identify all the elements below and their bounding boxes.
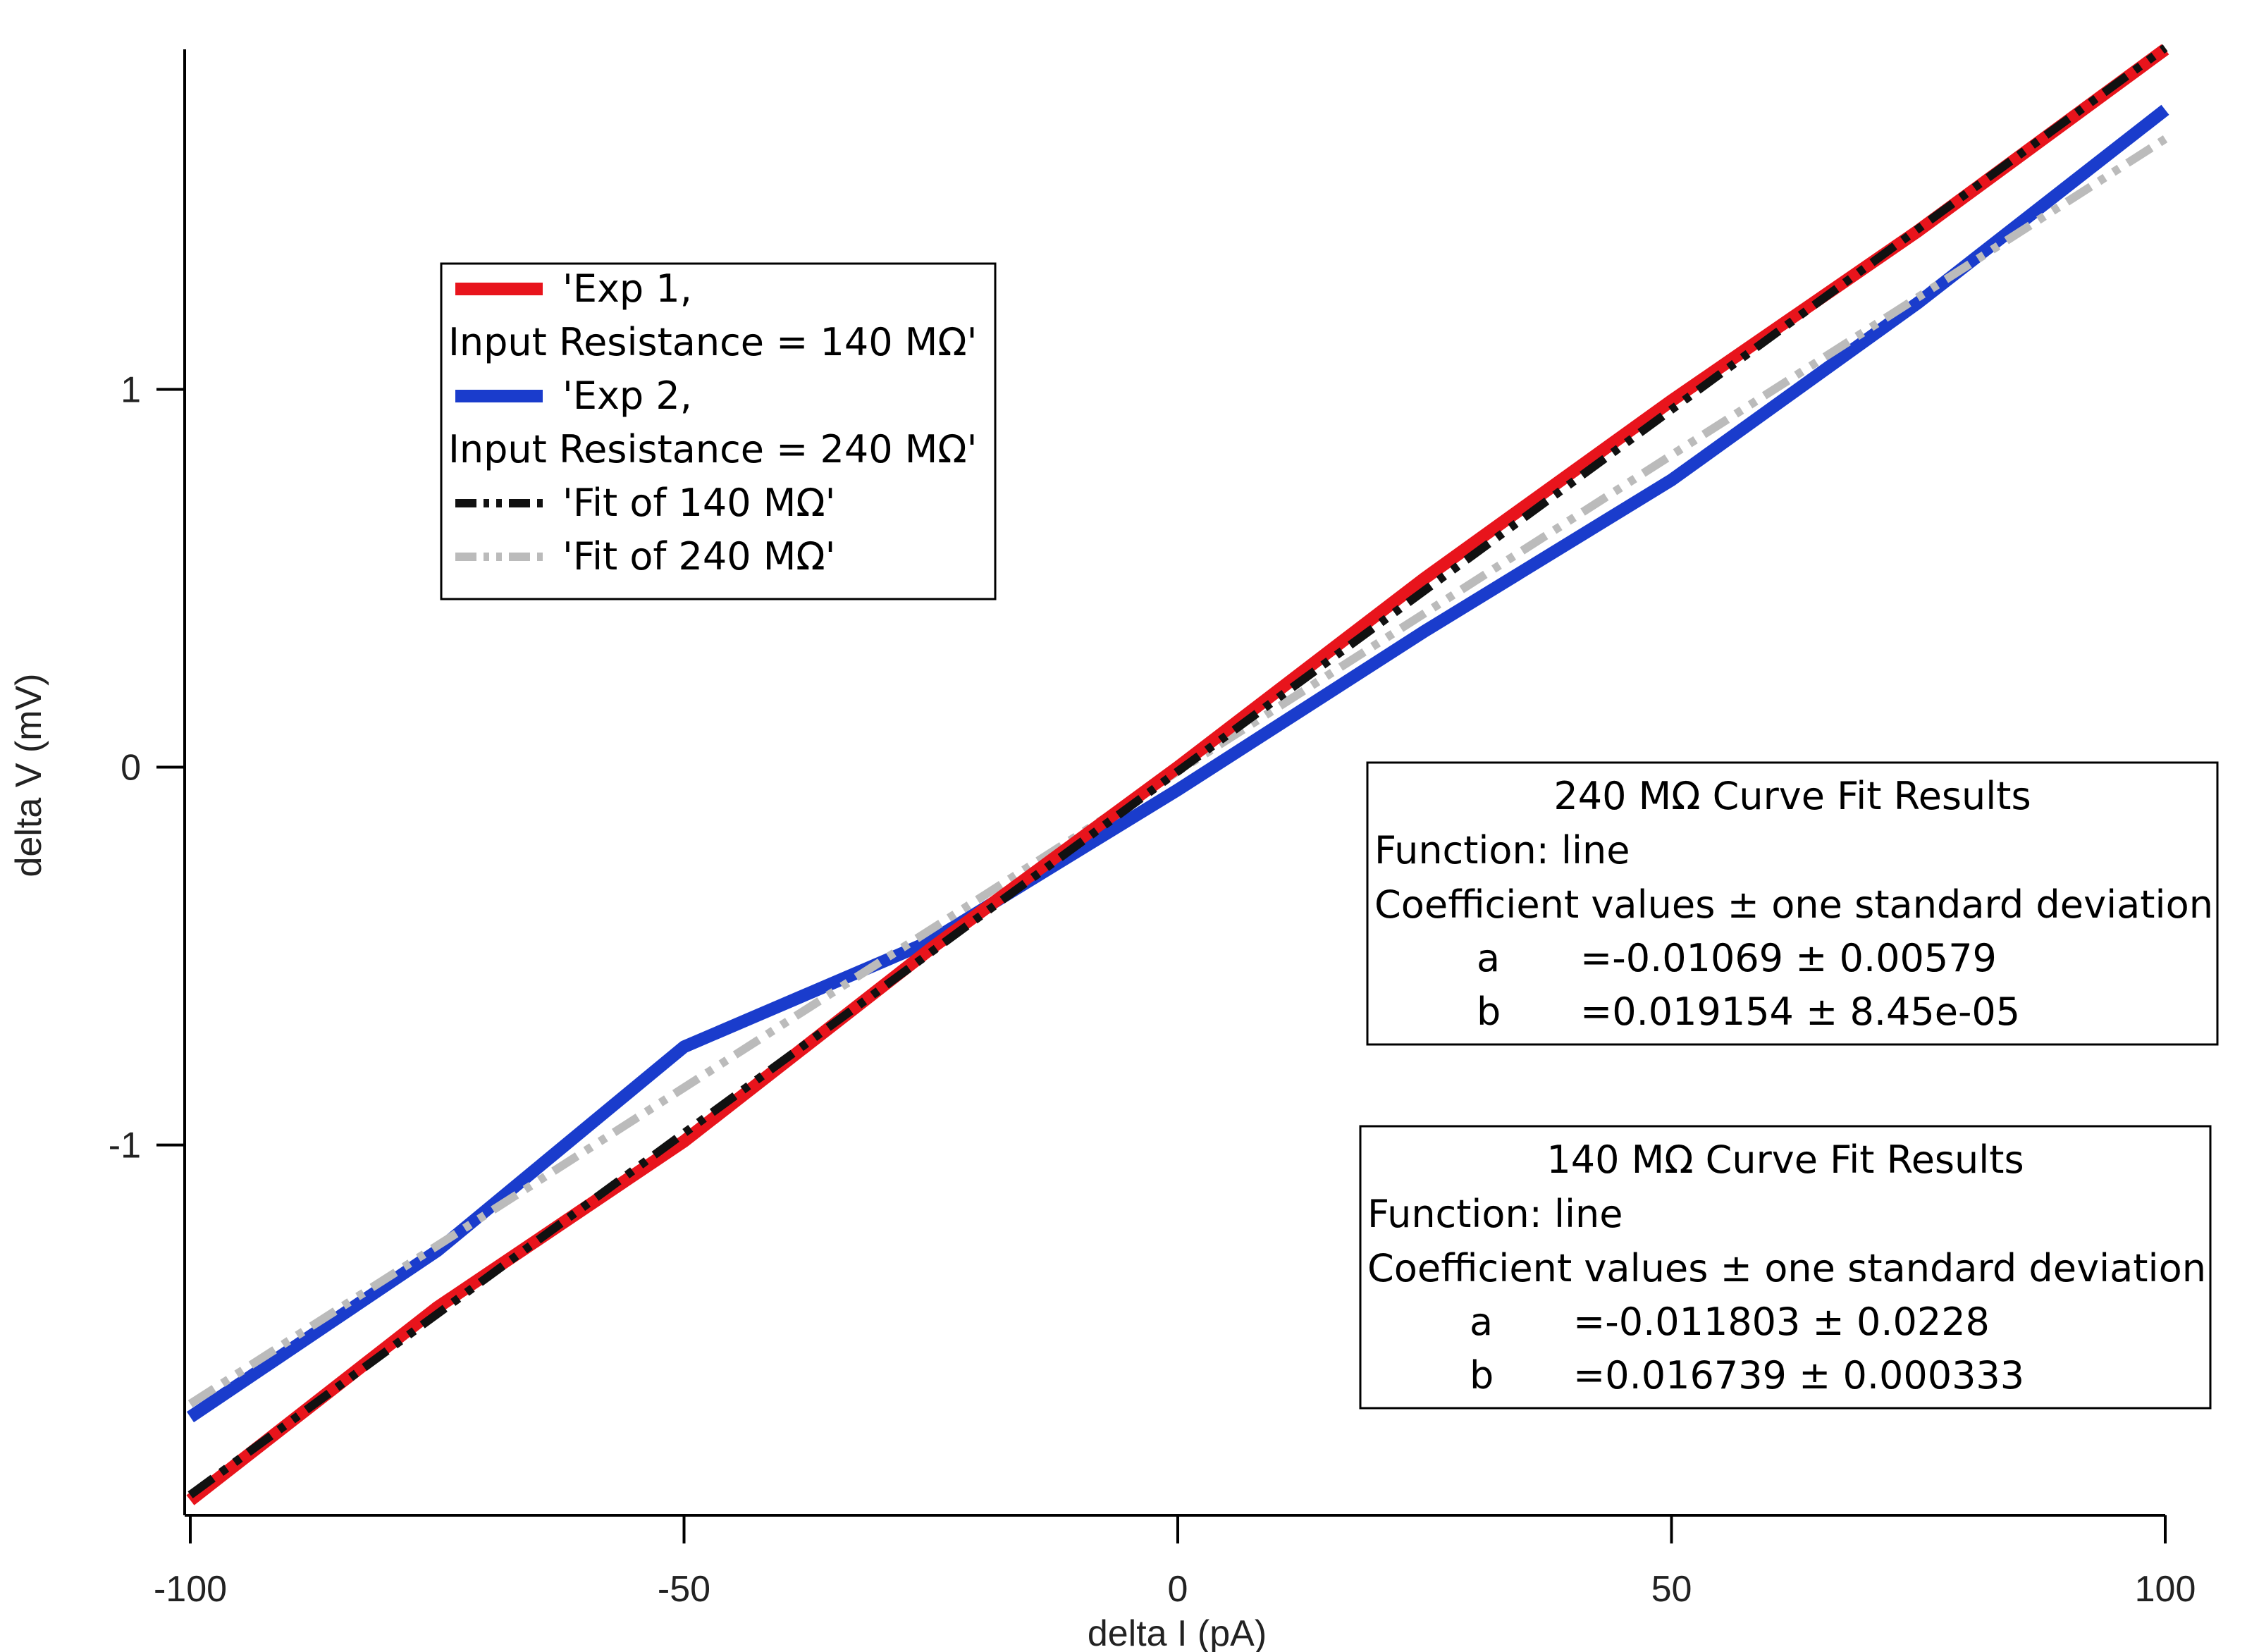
coef-a-name: a (1470, 1300, 1493, 1344)
fit-results-box-240: 240 MΩ Curve Fit Results Function: line … (1366, 761, 2219, 1046)
coef-b-name: b (1477, 990, 1501, 1034)
series-line-1 (186, 104, 2169, 1423)
x-tick-label: 50 (1651, 1569, 1692, 1610)
coef-b-name: b (1470, 1353, 1494, 1398)
fit-box-title: 240 MΩ Curve Fit Results (1553, 774, 2031, 818)
y-tick-label: 1 (121, 369, 141, 410)
fit-box-frame (1366, 761, 2219, 1046)
x-tick-label: 0 (1168, 1569, 1188, 1610)
y-tick-label: -1 (109, 1126, 141, 1166)
legend-label: Input Resistance = 140 MΩ' (448, 320, 978, 364)
coef-b-value: =0.016739 ± 0.000333 (1573, 1353, 2024, 1398)
ticks: -100 -50 0 50 100 -1 0 1 (109, 369, 2196, 1610)
coef-b-value: =0.019154 ± 8.45e-05 (1580, 990, 2020, 1034)
fit-box-title: 140 MΩ Curve Fit Results (1546, 1138, 2024, 1182)
y-axis-title: delta V (mV) (8, 674, 49, 877)
legend-label: 'Fit of 140 MΩ' (562, 481, 835, 525)
fit-box-header: Coefficient values ± one standard deviat… (1367, 1246, 2206, 1290)
y-tick-label: 0 (121, 748, 141, 789)
coef-a-value: =-0.01069 ± 0.00579 (1580, 936, 1997, 980)
x-tick-label: 100 (2135, 1569, 2196, 1610)
coef-a-name: a (1477, 936, 1500, 980)
coef-a-value: =-0.011803 ± 0.0228 (1573, 1300, 1990, 1344)
axes (183, 49, 2165, 1517)
legend-label: Input Resistance = 240 MΩ' (448, 427, 978, 471)
legend-label: 'Exp 2, (562, 374, 692, 418)
fit-box-function: Function: line (1367, 1192, 1623, 1236)
legend-frame (440, 262, 997, 600)
fit-box-header: Coefficient values ± one standard deviat… (1374, 882, 2213, 927)
fit-results-box-140: 140 MΩ Curve Fit Results Function: line … (1359, 1125, 2212, 1410)
series-layer (186, 44, 2169, 1505)
series-line-2 (187, 44, 2168, 1498)
x-tick-label: -100 (154, 1569, 227, 1610)
fit-box-function: Function: line (1374, 828, 1630, 873)
x-axis-title: delta I (pA) (1088, 1613, 1267, 1652)
legend: 'Exp 1, Input Resistance = 140 MΩ' 'Exp 2,… (440, 262, 997, 600)
x-tick-label: -50 (658, 1569, 710, 1610)
legend-label: 'Fit of 240 MΩ' (562, 534, 835, 579)
fit-box-frame (1359, 1125, 2212, 1410)
legend-label: 'Exp 1, (562, 266, 692, 311)
